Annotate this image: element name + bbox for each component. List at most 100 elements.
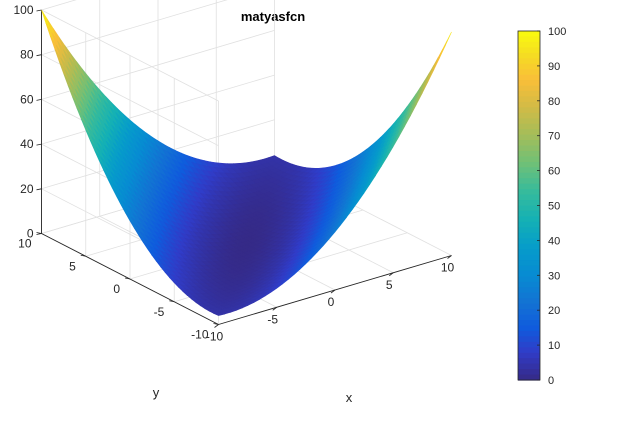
- x-tick-label: -5: [267, 312, 278, 326]
- colorbar-segment: [518, 74, 540, 81]
- colorbar-segment: [518, 325, 540, 332]
- x-tick-label: -10: [206, 330, 224, 344]
- colorbar-segment: [518, 249, 540, 256]
- colorbar-segment: [518, 118, 540, 125]
- colorbar-tick-label: 60: [548, 166, 560, 178]
- colorbar-segment: [518, 260, 540, 267]
- z-tick-mark: [36, 233, 42, 235]
- x-tick-mark: [214, 324, 219, 328]
- colorbar-segment: [518, 254, 540, 261]
- colorbar-tick-label: 80: [548, 96, 560, 108]
- colorbar-segment: [518, 330, 540, 337]
- colorbar-segment: [518, 281, 540, 288]
- z-tick-mark: [36, 54, 42, 57]
- chart-title: matyasfcn: [241, 9, 305, 24]
- colorbar-segment: [518, 123, 540, 130]
- colorbar-segment: [518, 183, 540, 190]
- z-tick-label: 40: [20, 137, 34, 151]
- colorbar-tick-label: 90: [548, 61, 560, 73]
- colorbar-segment: [518, 194, 540, 201]
- colorbar-segment: [518, 140, 540, 147]
- colorbar-segment: [518, 227, 540, 234]
- colorbar-segment: [518, 336, 540, 343]
- colorbar-segment: [518, 112, 540, 119]
- colorbar-tick-label: 0: [548, 375, 554, 387]
- colorbar-segment: [518, 374, 540, 381]
- surface: [41, 9, 452, 316]
- y-tick-label: 0: [113, 282, 120, 296]
- y-tick-mark: [124, 277, 131, 280]
- y-tick-label: -5: [154, 305, 165, 319]
- colorbar-segment: [518, 216, 540, 223]
- colorbar-segment: [518, 96, 540, 103]
- colorbar-segment: [518, 276, 540, 283]
- colorbar-tick-label: 30: [548, 270, 560, 282]
- y-axis-label: y: [153, 385, 160, 400]
- z-tick-mark: [36, 188, 42, 191]
- colorbar-segment: [518, 52, 540, 59]
- colorbar-segment: [518, 205, 540, 212]
- colorbar-segment: [518, 134, 540, 141]
- colorbar-segment: [518, 129, 540, 136]
- x-tick-label: 5: [386, 278, 393, 292]
- y-tick-label: -10: [191, 328, 209, 342]
- colorbar-tick-label: 40: [548, 235, 560, 247]
- colorbar-tick-label: 70: [548, 131, 560, 143]
- colorbar-segment: [518, 178, 540, 185]
- colorbar-segment: [518, 358, 540, 365]
- colorbar-tick-label: 100: [548, 26, 566, 38]
- z-tick-label: 20: [20, 182, 34, 196]
- surface-patch: [41, 9, 53, 33]
- colorbar-segment: [518, 210, 540, 217]
- colorbar-segment: [518, 363, 540, 370]
- colorbar-segment: [518, 31, 540, 38]
- colorbar-segment: [518, 314, 540, 321]
- colorbar-segment: [518, 221, 540, 228]
- colorbar-segment: [518, 309, 540, 316]
- colorbar-segment: [518, 352, 540, 359]
- colorbar: 0 10 20 30 40 50 60 70 80 90 100: [517, 26, 566, 387]
- z-tick-mark: [36, 143, 42, 146]
- colorbar-segment: [518, 107, 540, 114]
- z-tick-label: 60: [20, 92, 34, 106]
- colorbar-segment: [518, 90, 540, 98]
- colorbar-segment: [518, 47, 540, 54]
- y-tick-mark: [80, 254, 86, 257]
- colorbar-segment: [518, 161, 540, 168]
- colorbar-segment: [518, 287, 540, 294]
- x-tick-mark: [447, 255, 452, 259]
- z-tick-mark: [36, 9, 42, 12]
- colorbar-segment: [518, 156, 540, 163]
- y-tick-label: 10: [18, 237, 32, 251]
- colorbar-segment: [518, 36, 540, 43]
- colorbar-segment: [518, 292, 540, 299]
- colorbar-segment: [518, 167, 540, 174]
- colorbar-segment: [518, 101, 540, 108]
- colorbar-segment: [518, 172, 540, 179]
- colorbar-segment: [518, 145, 540, 152]
- colorbar-segment: [518, 69, 540, 76]
- x-tick-mark: [389, 272, 394, 277]
- colorbar-segment: [518, 320, 540, 327]
- colorbar-segment: [518, 58, 540, 65]
- x-tick-label: 0: [328, 295, 335, 309]
- colorbar-tick-label: 10: [548, 340, 560, 352]
- x-axis-label: x: [346, 390, 353, 405]
- x-tick-mark: [330, 289, 336, 294]
- colorbar-segment: [518, 341, 540, 348]
- colorbar-segment: [518, 41, 540, 48]
- colorbar-segment: [518, 270, 540, 277]
- colorbar-segment: [518, 238, 540, 245]
- x-tick-mark: [272, 306, 277, 311]
- grid-line: [41, 9, 219, 102]
- colorbar-segment: [518, 232, 540, 239]
- surface-patch: [267, 155, 280, 161]
- grid-line: [41, 74, 275, 145]
- colorbar-segment: [518, 298, 540, 305]
- y-tick-label: 5: [69, 259, 76, 273]
- colorbar-segment: [518, 85, 540, 92]
- z-tick-label: 0: [27, 227, 34, 241]
- colorbar-segment: [518, 369, 540, 376]
